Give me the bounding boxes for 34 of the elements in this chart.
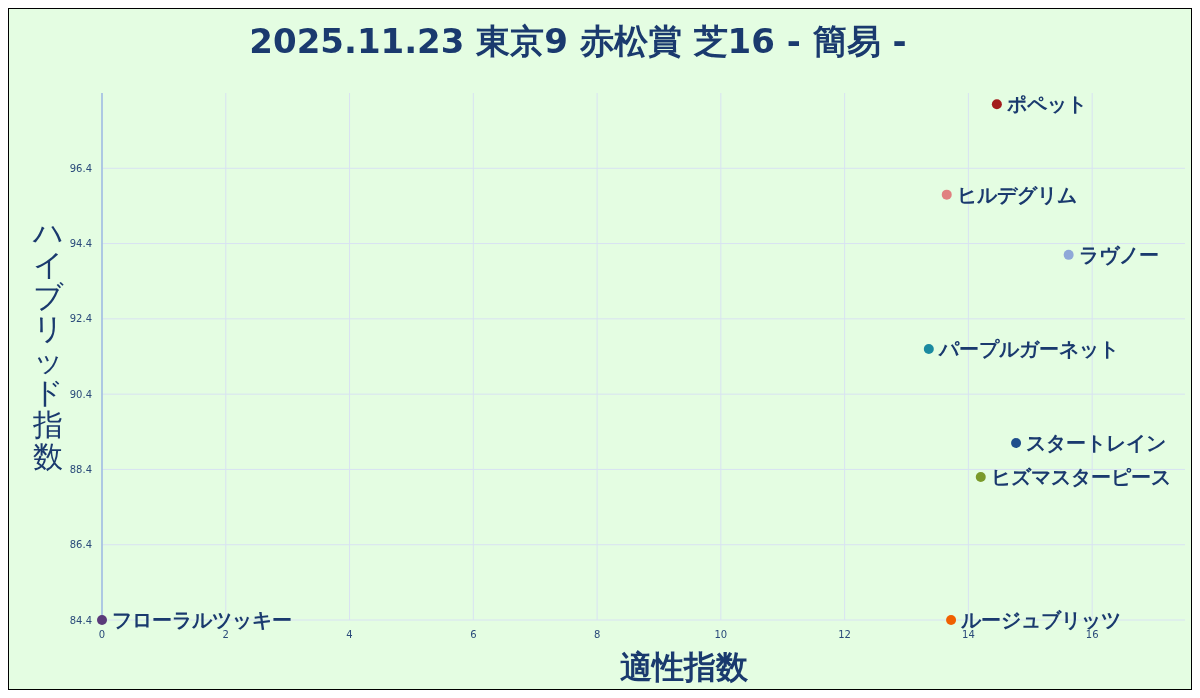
point	[1011, 438, 1022, 449]
y-tick-label: 88.4	[69, 463, 92, 475]
x-tick-label: 14	[962, 629, 975, 640]
y-tick-label: 86.4	[69, 539, 92, 551]
y-tick-label: 92.4	[69, 313, 92, 325]
point	[946, 615, 957, 625]
x-tick-label: 6	[470, 629, 477, 640]
x-tick-label: 4	[346, 629, 353, 640]
series-label: フローラルツッキー	[112, 608, 292, 632]
series-label: パープルガーネット	[937, 336, 1119, 361]
y-axis-title: ハイブリッド指数	[31, 215, 64, 474]
y-tick-label: 94.4	[69, 238, 92, 250]
series-label: ヒルデグリム	[956, 182, 1077, 207]
x-tick-label: 8	[593, 629, 601, 640]
point	[975, 471, 986, 482]
x-axis-title: 適性指数	[619, 648, 749, 686]
chart-title: 2025.11.23 東京9 赤松賞 芝16 - 簡易 -	[249, 21, 907, 61]
x-tick-label: 16	[1085, 629, 1099, 640]
series-label: ラヴノー	[1078, 242, 1159, 267]
point	[923, 343, 934, 354]
point	[1063, 249, 1074, 260]
x-tick-label: 0	[98, 629, 106, 640]
y-tick-label: 90.4	[69, 388, 92, 400]
point	[991, 99, 1002, 110]
x-tick-label: 2	[222, 629, 229, 640]
y-tick-label: 96.4	[69, 162, 92, 174]
series-label: ポペット	[1005, 92, 1087, 117]
y-tick-label: 84.4	[69, 614, 92, 626]
series-label: スタートレイン	[1026, 431, 1167, 456]
x-tick-label: 10	[714, 629, 728, 640]
point	[97, 615, 107, 625]
point	[941, 189, 952, 200]
x-tick-label: 12	[838, 629, 851, 640]
series-label: ヒズマスターピース	[990, 464, 1171, 489]
